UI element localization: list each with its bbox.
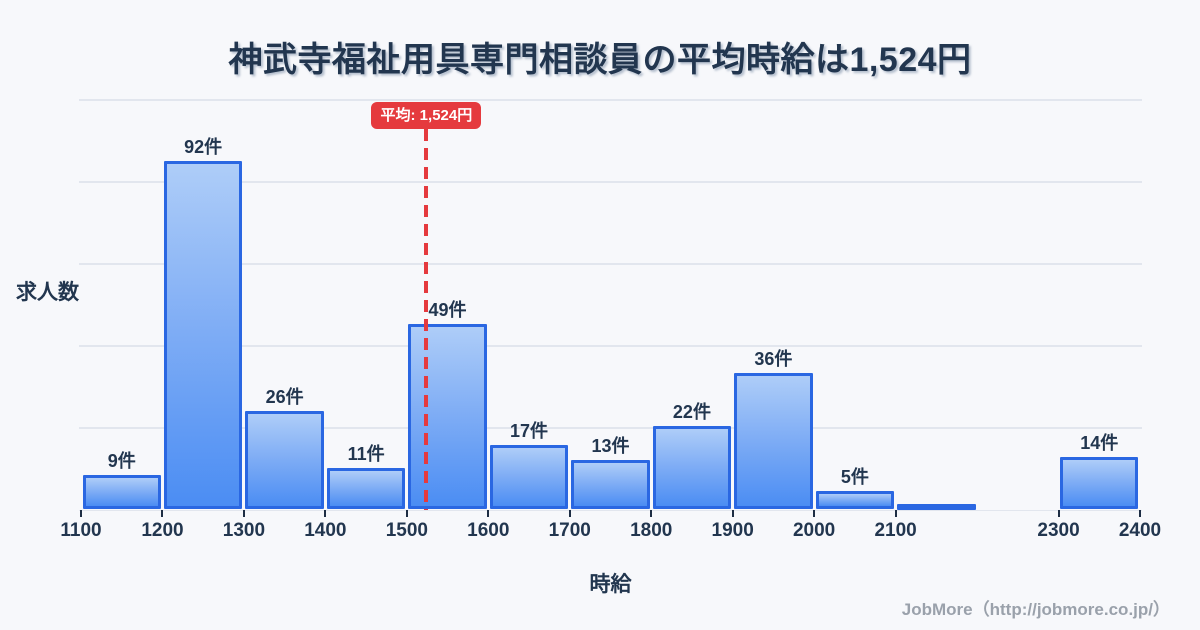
histogram-bar [815,490,895,510]
x-tick-label: 1300 [222,519,266,541]
x-tick-label: 1400 [304,519,347,541]
histogram-bar [245,411,324,510]
gridline [79,345,1142,347]
gridline [79,99,1142,101]
gridline [79,427,1142,429]
histogram-bar [408,324,487,510]
x-tick-label: 1200 [141,519,184,541]
x-tick-mark [487,509,490,517]
x-tick-label: 2400 [1118,519,1162,541]
x-tick-mark [324,509,327,517]
histogram-bar [734,373,813,510]
gridline [79,263,1142,265]
histogram-bar [163,161,243,510]
x-tick-label: 1100 [60,519,102,541]
x-tick-mark [405,509,408,517]
bar-value-label: 22件 [672,402,711,423]
histogram-bar [652,426,732,510]
x-tick-label: 2300 [1037,519,1080,541]
y-axis-label: 求人数 [16,281,79,304]
x-tick-mark [650,509,653,517]
average-line [424,129,429,510]
histogram-bar [897,503,976,510]
x-tick-mark [80,509,82,517]
x-tick-mark [1057,509,1060,517]
x-axis-label: 時給 [589,573,632,596]
bar-value-label: 11件 [347,443,385,464]
bar-value-label: 17件 [510,421,549,442]
gridline [79,509,1142,511]
x-tick-label: 1800 [630,519,673,541]
x-tick-mark [242,509,245,517]
x-tick-label: 1700 [548,519,591,541]
x-tick-mark [731,509,734,517]
histogram-bar [326,467,406,510]
histogram-bar [489,445,569,510]
histogram-bar [82,475,161,510]
x-tick-mark [568,509,571,517]
bar-value-label: 9件 [107,451,136,472]
x-tick-mark [813,509,816,517]
bar-value-label: 92件 [184,137,223,158]
x-tick-label: 1900 [711,519,754,541]
histogram-bar [571,460,650,510]
x-tick-mark [1138,509,1141,517]
chart-title: 神武寺福祉用具専門相談員の平均時給は1,524円 [228,41,972,79]
bar-value-label: 13件 [591,436,630,457]
average-badge: 平均: 1,524円 [371,102,482,129]
histogram-bar [1060,456,1139,510]
bar-value-label: 36件 [754,349,793,370]
x-tick-mark [894,509,897,517]
bar-value-label: 5件 [840,466,869,487]
x-tick-label: 2000 [792,519,836,541]
gridline [79,181,1142,183]
bar-value-label: 26件 [265,387,304,408]
bar-value-label: 49件 [428,300,467,321]
x-tick-label: 2100 [874,519,917,541]
bar-value-label: 14件 [1080,432,1119,453]
x-tick-label: 1600 [467,519,510,541]
x-tick-mark [161,509,164,517]
footer-credit: JobMore（http://jobmore.co.jp/） [901,600,1170,619]
x-tick-label: 1500 [385,519,428,541]
